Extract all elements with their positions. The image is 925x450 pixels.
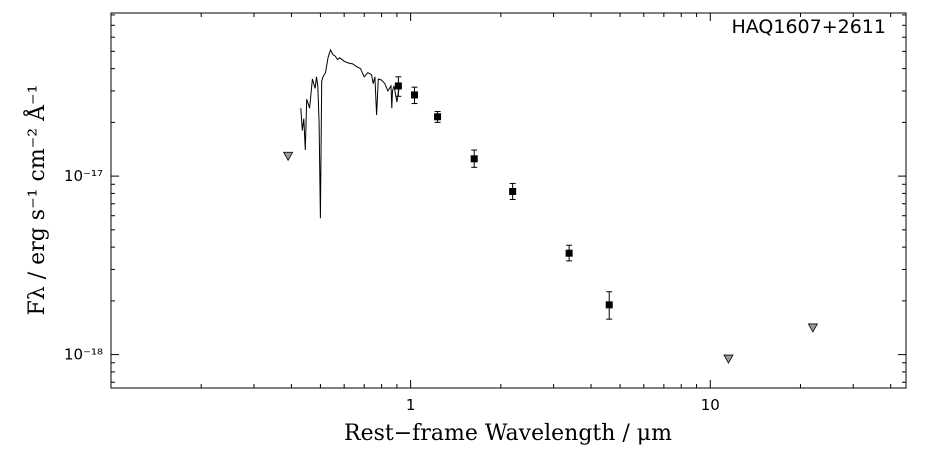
x-axis-title: Rest−frame Wavelength / μm [344,421,672,446]
data-point [565,249,573,257]
data-point [509,187,517,195]
data-point [470,155,478,163]
spectrum-line [300,48,401,219]
plot-frame [110,12,907,389]
object-label: HAQ1607+2611 [731,16,886,38]
data-point [394,82,402,90]
tick-labels: 1 10 10⁻¹⁷ 10⁻¹⁸ [64,167,720,414]
upper-limit-marker [282,151,294,162]
data-point [605,301,613,309]
y-tick-label: 10⁻¹⁷ [64,167,103,185]
upper-limit-marker [723,354,734,364]
y-axis-title: Fλ / erg s⁻¹ cm⁻² Å⁻¹ [22,85,50,316]
data-point [434,113,442,121]
x-tick-label: 1 [406,396,416,414]
y-tick-label: 10⁻¹⁸ [64,346,103,364]
x-tick-label: 10 [701,396,720,414]
data-marks [282,48,819,364]
tick-marks [110,13,906,388]
data-point [410,91,418,99]
upper-limit-marker [807,323,819,333]
